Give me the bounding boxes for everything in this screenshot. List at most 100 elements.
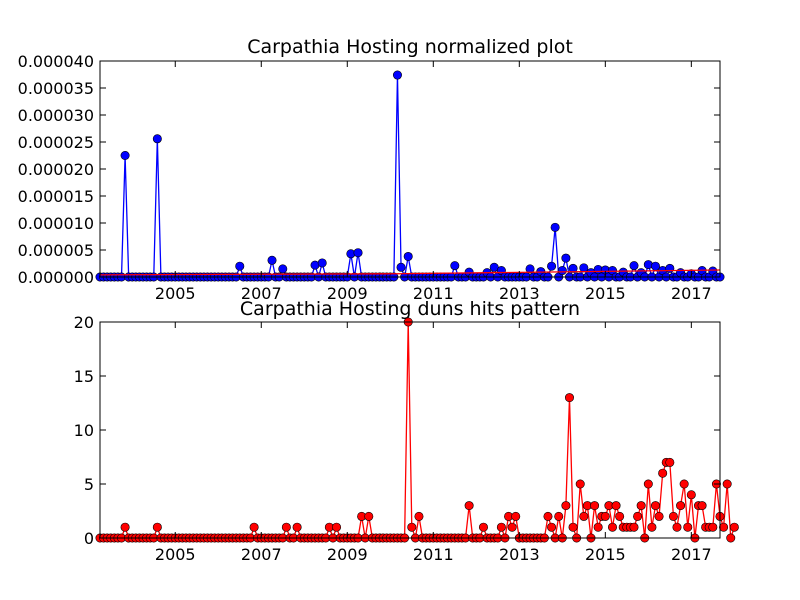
duns-hits-panel: Carpathia Hosting duns hits pattern 2005… xyxy=(74,298,739,564)
data-point xyxy=(292,522,302,532)
data-point xyxy=(396,262,406,272)
data-point xyxy=(708,522,718,532)
y-tick-label: 0.000035 xyxy=(18,79,94,98)
data-point xyxy=(672,522,682,532)
plot-frame xyxy=(99,60,721,278)
data-point xyxy=(575,479,585,489)
data-point xyxy=(550,222,560,232)
series-line xyxy=(99,269,721,276)
data-point xyxy=(450,261,460,271)
data-point xyxy=(633,511,643,521)
data-point xyxy=(590,501,600,511)
data-point xyxy=(414,511,424,521)
x-tick-label: 2015 xyxy=(585,545,626,564)
data-point xyxy=(568,522,578,532)
y-tick-label: 0.000010 xyxy=(18,214,94,233)
data-point xyxy=(152,134,162,144)
y-tick-label: 10 xyxy=(74,421,94,440)
data-point xyxy=(683,522,693,532)
y-tick-label: 15 xyxy=(74,367,94,386)
x-tick-label: 2009 xyxy=(327,545,368,564)
normalized-plot-panel: Carpathia Hosting normalized plot 2005 20… xyxy=(18,36,725,303)
data-point xyxy=(547,522,557,532)
data-point xyxy=(650,501,660,511)
data-point xyxy=(676,501,686,511)
series-line xyxy=(100,75,720,280)
data-point xyxy=(636,501,646,511)
data-point xyxy=(697,501,707,511)
data-point xyxy=(719,522,729,532)
y-tick-label: 0 xyxy=(84,529,94,548)
data-point xyxy=(496,522,506,532)
data-point xyxy=(561,253,571,263)
data-point xyxy=(235,261,245,271)
data-point xyxy=(722,479,732,489)
data-point xyxy=(686,490,696,500)
data-point xyxy=(317,258,327,268)
data-point xyxy=(568,263,578,273)
data-point xyxy=(464,501,474,511)
y-tick-label: 0.000030 xyxy=(18,106,94,125)
data-point xyxy=(643,479,653,489)
data-point xyxy=(403,251,413,261)
x-tick-label: 2011 xyxy=(413,284,454,303)
data-point xyxy=(392,70,402,80)
y-tick-label: 0.000000 xyxy=(18,268,94,287)
data-point xyxy=(557,266,567,276)
y-tick-label: 20 xyxy=(74,313,94,332)
data-point xyxy=(654,511,664,521)
data-point xyxy=(561,501,571,511)
data-point xyxy=(579,263,589,273)
x-tick-label: 2015 xyxy=(585,284,626,303)
x-tick-label: 2017 xyxy=(671,545,712,564)
data-point xyxy=(511,511,521,521)
data-point xyxy=(152,522,162,532)
data-point xyxy=(607,522,617,532)
data-point xyxy=(407,522,417,532)
data-point xyxy=(611,501,621,511)
data-point xyxy=(726,533,736,543)
x-tick-label: 2005 xyxy=(155,284,196,303)
data-point xyxy=(353,248,363,258)
data-point xyxy=(120,522,130,532)
y-tick-label: 0.000005 xyxy=(18,241,94,260)
y-tick-label: 0.000015 xyxy=(18,187,94,206)
data-point xyxy=(668,511,678,521)
data-point xyxy=(278,264,288,274)
data-point xyxy=(547,261,557,271)
data-point xyxy=(543,511,553,521)
y-tick-label: 0.000020 xyxy=(18,160,94,179)
y-tick-label: 0.000040 xyxy=(18,52,94,71)
data-point xyxy=(665,457,675,467)
x-tick-label: 2007 xyxy=(241,284,282,303)
y-tick-label: 0.000025 xyxy=(18,133,94,152)
data-point xyxy=(665,263,675,273)
data-point xyxy=(249,522,259,532)
data-point xyxy=(554,511,564,521)
data-point xyxy=(364,511,374,521)
data-point xyxy=(600,511,610,521)
x-tick-label: 2007 xyxy=(241,545,282,564)
data-point xyxy=(120,151,130,161)
data-point xyxy=(579,511,589,521)
data-point xyxy=(593,522,603,532)
x-tick-label: 2011 xyxy=(413,545,454,564)
y-tick-label: 5 xyxy=(84,475,94,494)
data-point xyxy=(629,522,639,532)
data-point xyxy=(564,393,574,403)
data-point xyxy=(332,522,342,532)
data-point xyxy=(679,479,689,489)
chart-title: Carpathia Hosting normalized plot xyxy=(247,36,573,58)
data-point xyxy=(507,522,517,532)
data-point xyxy=(267,255,277,265)
x-tick-label: 2017 xyxy=(671,284,712,303)
data-point xyxy=(525,264,535,274)
x-tick-label: 2009 xyxy=(327,284,368,303)
data-point xyxy=(647,522,657,532)
data-point xyxy=(478,522,488,532)
data-point xyxy=(658,468,668,478)
data-point xyxy=(615,511,625,521)
data-point xyxy=(729,522,739,532)
x-tick-label: 2013 xyxy=(499,284,540,303)
